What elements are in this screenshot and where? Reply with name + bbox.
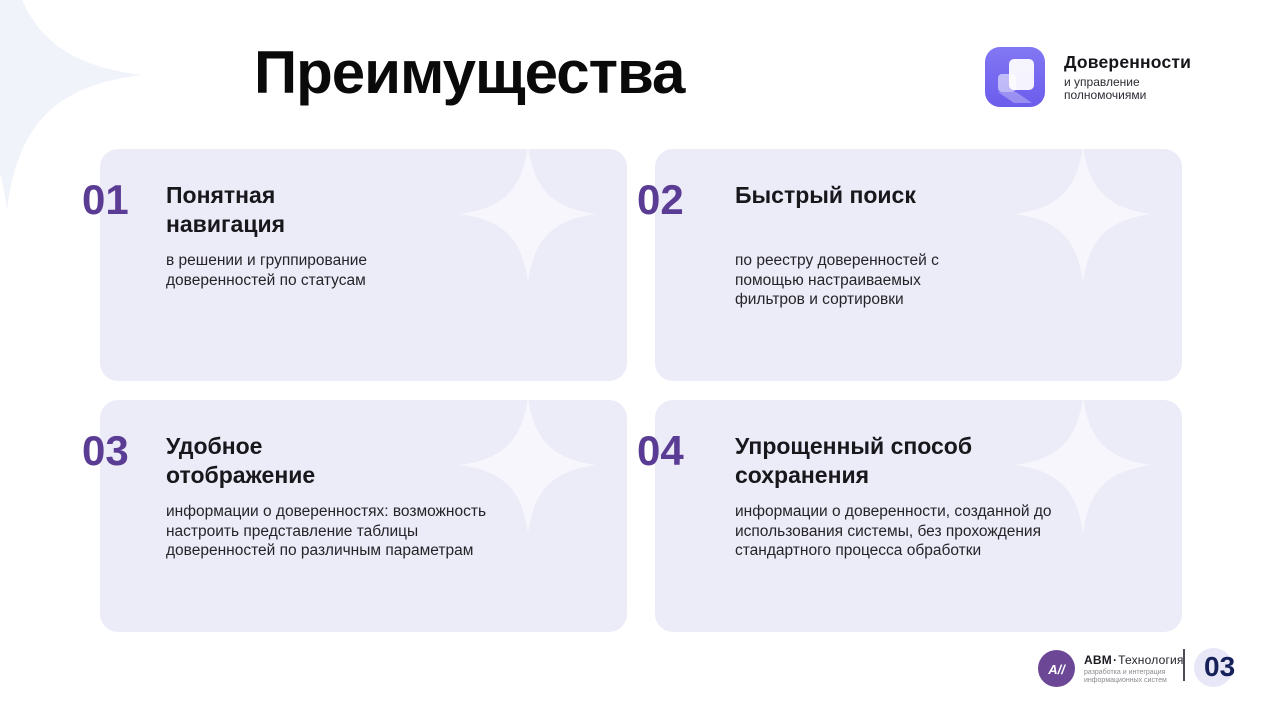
advantage-card-3: Удобное отображение информации о доверен… (82, 400, 627, 632)
card-number: 03 (82, 427, 129, 474)
footer-divider (1183, 649, 1185, 681)
card-body: информации о доверенности, созданной до … (735, 503, 1052, 559)
product-logo: Доверенности и управление полномочиями (985, 47, 1191, 107)
advantage-card-4: Упрощенный способ сохранения информации … (637, 400, 1182, 632)
card-sparkle-shape (1014, 400, 1152, 534)
card-title: Упрощенный способ сохранения (735, 433, 973, 488)
company-text: АВМ·Технология разработка и интеграция и… (1084, 653, 1184, 684)
svg-text:А//: А// (1047, 662, 1066, 677)
page-number-badge (1194, 648, 1233, 687)
page-number: 03 (1204, 651, 1236, 682)
card-title: Быстрый поиск (735, 182, 916, 208)
product-name: Доверенности (1064, 51, 1192, 72)
product-logo-text: Доверенности и управление полномочиями (1064, 52, 1191, 103)
card-number: 04 (637, 427, 684, 474)
card-body: по реестру доверенностей с помощью настр… (735, 252, 939, 308)
card-sparkle-shape (459, 149, 597, 283)
background-sparkle-shape (0, 0, 142, 210)
avm-monogram-icon: А// (1038, 650, 1075, 687)
document-stack-icon (985, 47, 1045, 107)
page-title: Преимущества (254, 39, 685, 106)
card-body: информации о доверенностях: возможность … (166, 503, 487, 559)
product-tagline: и управление полномочиями (1064, 74, 1147, 102)
card-sparkle-shape (1014, 149, 1152, 283)
advantage-card-2: Быстрый поиск по реестру доверенностей с… (637, 149, 1182, 381)
card-title: Понятная навигация (166, 182, 286, 237)
card-sparkle-shape (459, 400, 597, 534)
company-tagline: разработка и интеграция информационных с… (1084, 669, 1167, 684)
advantage-card-1: Понятная навигация в решении и группиров… (82, 149, 627, 381)
card-number: 02 (637, 176, 684, 223)
card-number: 01 (82, 176, 129, 223)
card-body: в решении и группирование доверенностей … (166, 252, 368, 289)
company-name: АВМ·Технология (1084, 653, 1184, 667)
company-logo: А// АВМ·Технология разработка и интеграц… (1038, 650, 1184, 687)
card-title: Удобное отображение (166, 433, 316, 488)
